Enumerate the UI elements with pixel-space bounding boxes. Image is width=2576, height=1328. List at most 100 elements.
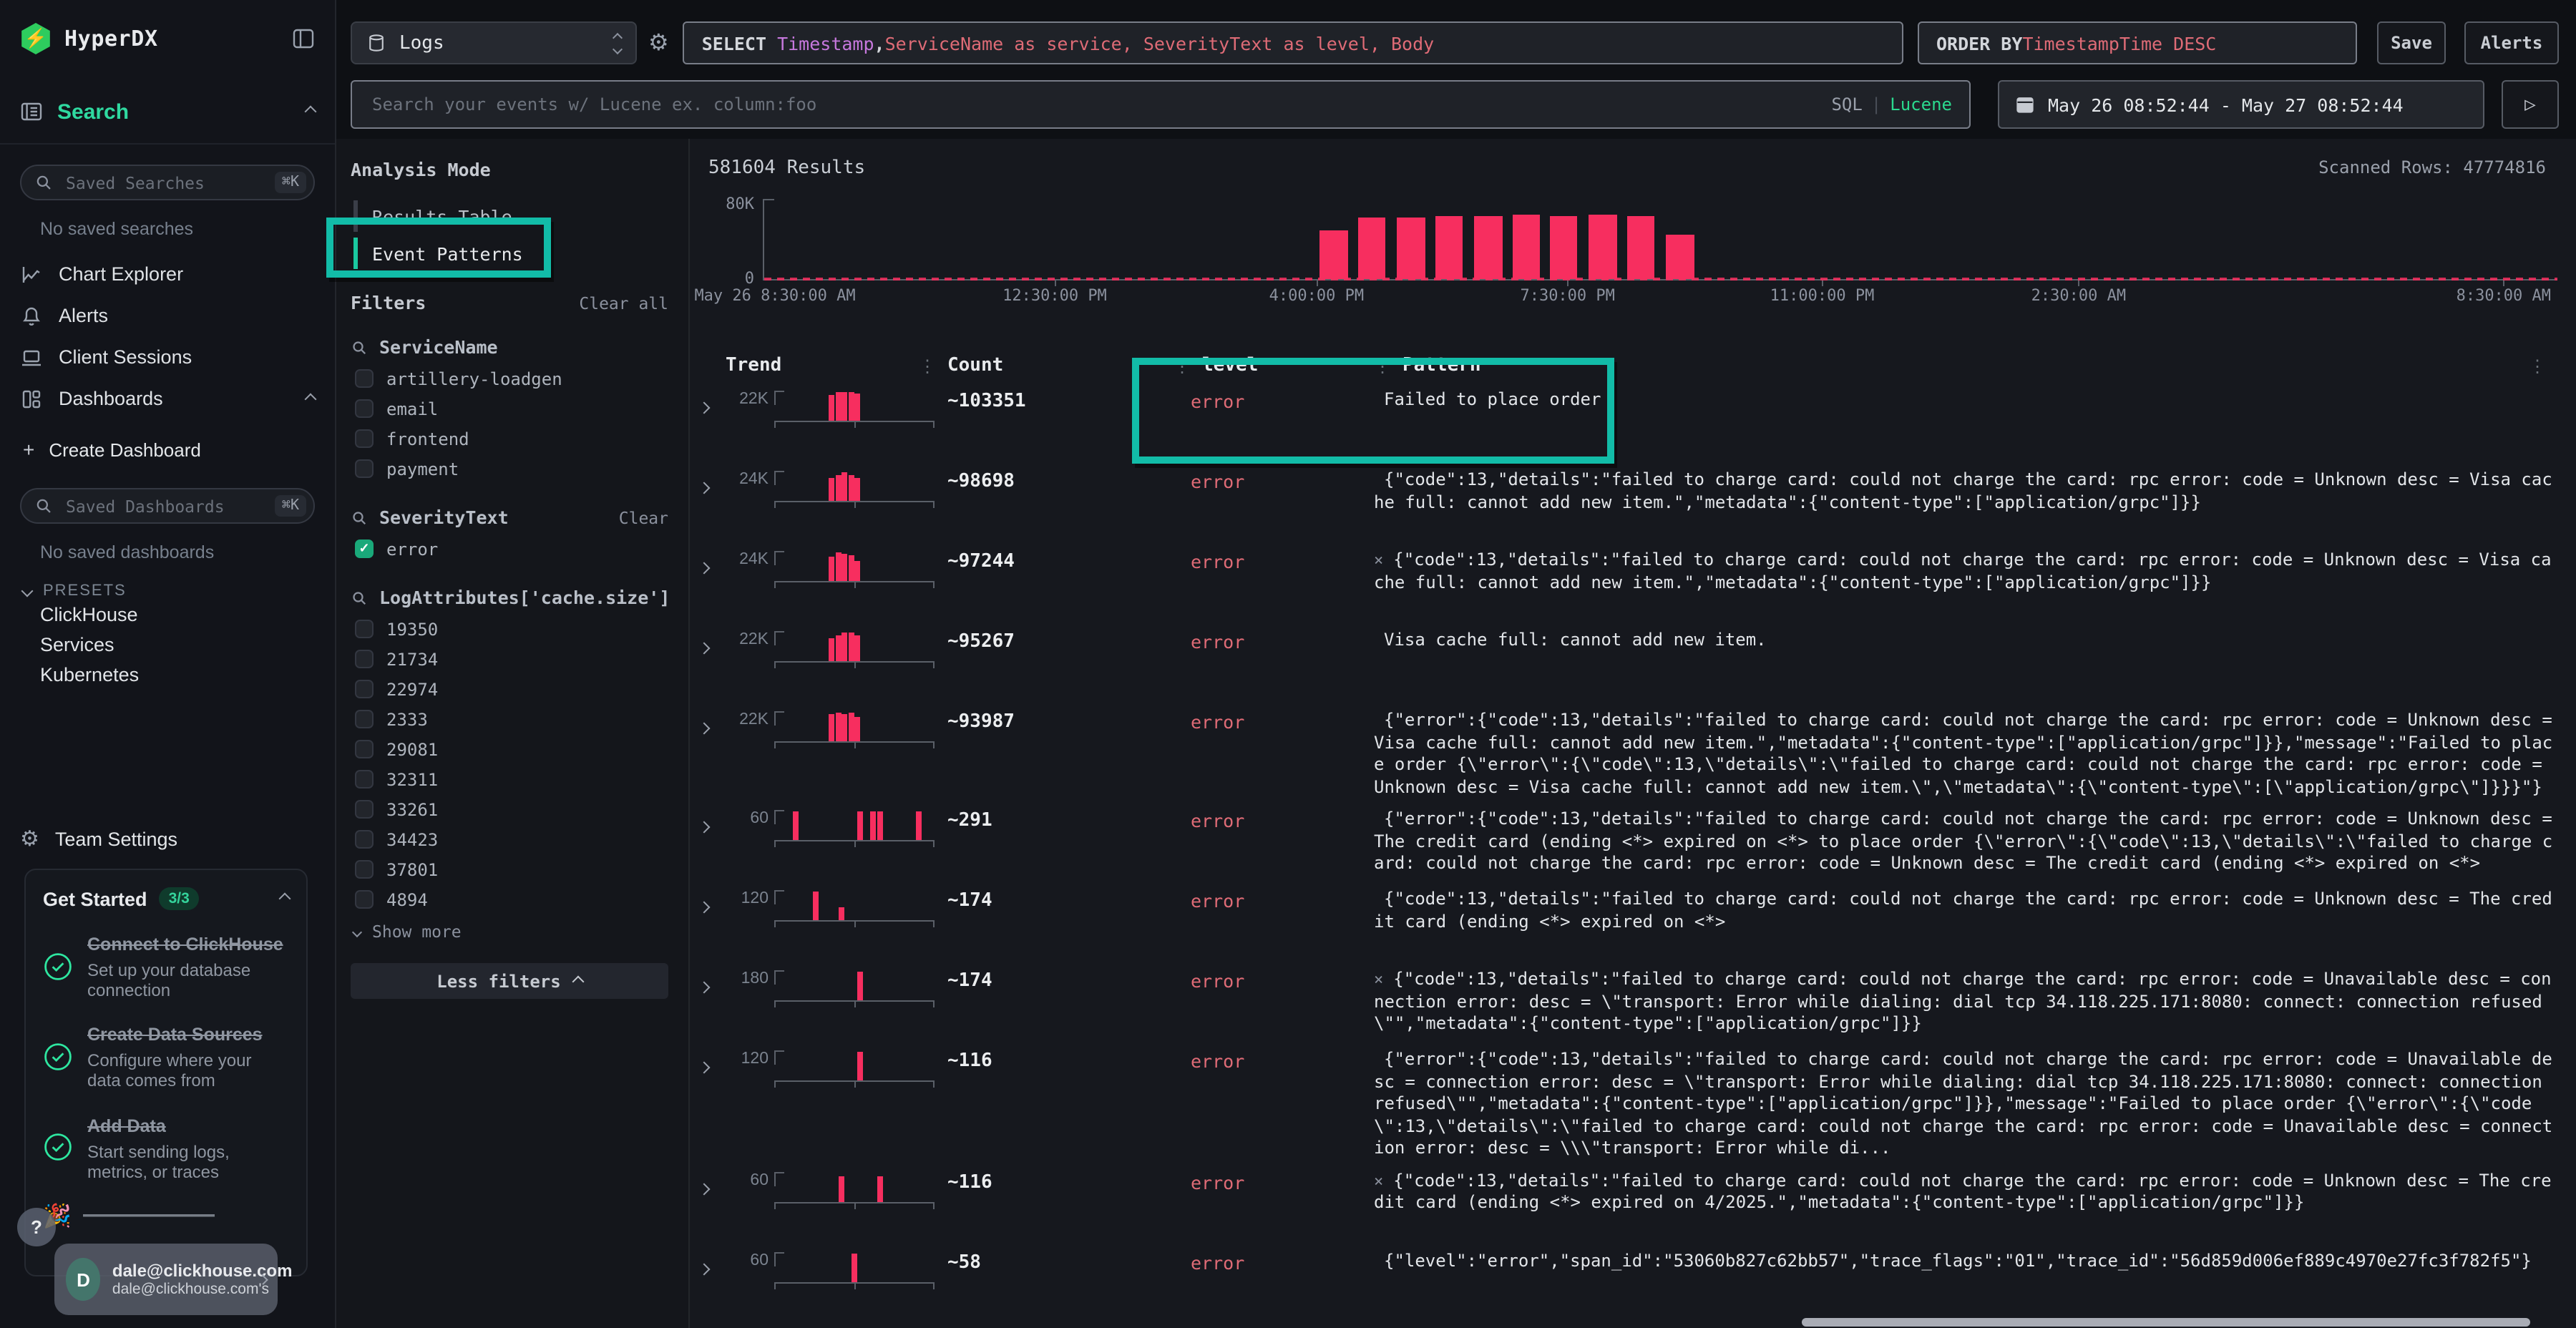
search-icon[interactable]	[351, 509, 368, 526]
filter-checkbox-item[interactable]: 22974	[351, 674, 668, 704]
pattern-row[interactable]: 60 ~291 error {"error":{"code":13,"detai…	[697, 807, 2557, 879]
col-level-header[interactable]: ⋮level	[1174, 355, 1374, 376]
expand-row-icon[interactable]	[700, 474, 726, 499]
save-button[interactable]: Save	[2377, 21, 2446, 64]
search-icon[interactable]	[351, 338, 368, 356]
chevron-up-icon[interactable]	[305, 393, 317, 405]
source-settings-gear-icon[interactable]: ⚙	[648, 29, 669, 57]
event-search-input[interactable]: SQL|Lucene	[351, 80, 1971, 129]
filter-checkbox-item[interactable]: 21734	[351, 644, 668, 674]
show-more-link[interactable]: Show more	[351, 917, 668, 946]
pattern-row[interactable]: 120 ~116 error {"error":{"code":13,"deta…	[697, 1048, 2557, 1160]
filter-checkbox-item[interactable]: payment	[351, 454, 668, 484]
expand-row-icon[interactable]	[700, 554, 726, 580]
filter-checkbox-item[interactable]: artillery-loadgen	[351, 363, 668, 394]
chevron-up-icon[interactable]	[305, 106, 317, 118]
checkbox[interactable]	[355, 399, 374, 418]
lucene-toggle[interactable]: Lucene	[1890, 94, 1952, 114]
expand-row-icon[interactable]	[700, 893, 726, 919]
preset-dashboard-link[interactable]: Services	[40, 630, 315, 660]
pattern-cell[interactable]: {"error":{"code":13,"details":"failed to…	[1374, 809, 2557, 875]
select-clause-input[interactable]: SELECT Timestamp, ServiceName as service…	[683, 21, 1903, 64]
pattern-cell[interactable]: ×{"code":13,"details":"failed to charge …	[1374, 969, 2557, 1035]
saved-searches-input[interactable]: ⌘K	[20, 165, 315, 200]
col-pattern-header[interactable]: ⋮Pattern⋮	[1374, 355, 2557, 376]
pattern-row[interactable]: 60 ~116 error ×{"code":13,"details":"fai…	[697, 1168, 2557, 1240]
expand-row-icon[interactable]	[700, 1053, 726, 1079]
pattern-cell[interactable]: {"level":"error","span_id":"53060b827c62…	[1374, 1250, 2557, 1272]
preset-dashboard-link[interactable]: ClickHouse	[40, 600, 315, 630]
pattern-cell[interactable]: Visa cache full: cannot add new item.	[1374, 630, 2557, 652]
analysis-mode-event-patterns[interactable]: Event Patterns	[353, 238, 668, 269]
pattern-cell[interactable]: {"error":{"code":13,"details":"failed to…	[1374, 1049, 2557, 1160]
drag-handle-icon[interactable]: ⋮	[919, 357, 936, 374]
col-trend-header[interactable]: Trend⋮	[726, 355, 947, 376]
filter-checkbox-item[interactable]: 33261	[351, 794, 668, 824]
pattern-row[interactable]: 120 ~174 error {"code":13,"details":"fai…	[697, 887, 2557, 959]
event-search-field[interactable]	[369, 93, 1817, 116]
filter-checkbox-item[interactable]: 32311	[351, 764, 668, 794]
expand-row-icon[interactable]	[700, 714, 726, 740]
saved-dashboards-field[interactable]	[63, 494, 275, 517]
source-select[interactable]: Logs	[351, 21, 637, 64]
create-dashboard-button[interactable]: + Create Dashboard	[20, 431, 315, 468]
sidebar-item-team-settings[interactable]: ⚙ Team Settings	[20, 823, 315, 854]
pattern-cell[interactable]: {"code":13,"details":"failed to charge c…	[1374, 469, 2557, 514]
horizontal-scrollbar-thumb[interactable]	[1802, 1318, 2530, 1327]
column-menu-icon[interactable]: ⋮	[2529, 357, 2546, 374]
filter-checkbox-item[interactable]: 2333	[351, 704, 668, 734]
sidebar-item-alerts[interactable]: Alerts	[20, 295, 315, 336]
saved-searches-field[interactable]	[63, 171, 275, 194]
saved-dashboards-input[interactable]: ⌘K	[20, 488, 315, 524]
get-started-item[interactable]: Connect to ClickHouse Set up your databa…	[43, 932, 289, 1001]
get-started-item[interactable]: Create Data Sources Configure where your…	[43, 1022, 289, 1092]
dismiss-icon[interactable]: ×	[1374, 1171, 1383, 1190]
search-icon[interactable]	[351, 589, 368, 606]
pattern-cell[interactable]: ×{"code":13,"details":"failed to charge …	[1374, 550, 2557, 594]
checkbox[interactable]	[355, 650, 374, 668]
checkbox[interactable]	[355, 800, 374, 819]
checkbox[interactable]	[355, 890, 374, 909]
language-toggle[interactable]: SQL|Lucene	[1831, 94, 1952, 114]
date-range-picker[interactable]: May 26 08:52:44 - May 27 08:52:44	[1998, 80, 2484, 129]
checkbox-checked[interactable]: ✓	[355, 540, 374, 558]
pattern-row[interactable]: 22K ~93987 error {"error":{"code":13,"de…	[697, 708, 2557, 799]
analysis-mode-results-table[interactable]: Results Table	[353, 200, 668, 232]
filter-checkbox-item[interactable]: 37801	[351, 854, 668, 884]
results-histogram-bars[interactable]: May 26 8:30:00 AM12:30:00 PM4:00:00 PM7:…	[763, 199, 2557, 280]
get-started-item[interactable]: Add Data Start sending logs, metrics, or…	[43, 1113, 289, 1182]
filter-checkbox-item-error[interactable]: ✓ error	[351, 534, 668, 564]
help-button[interactable]: ?	[17, 1208, 56, 1246]
pattern-row[interactable]: 180 ~174 error ×{"code":13,"details":"fa…	[697, 967, 2557, 1039]
checkbox[interactable]	[355, 459, 374, 478]
pattern-row[interactable]: 24K ~98698 error {"code":13,"details":"f…	[697, 468, 2557, 540]
checkbox[interactable]	[355, 680, 374, 698]
pattern-row[interactable]: 60 ~58 error {"level":"error","span_id":…	[697, 1249, 2557, 1320]
checkbox[interactable]	[355, 620, 374, 638]
checkbox[interactable]	[355, 369, 374, 388]
clear-all-link[interactable]: Clear all	[579, 293, 668, 313]
expand-row-icon[interactable]	[700, 813, 726, 839]
sidebar-collapse-icon[interactable]	[292, 27, 315, 50]
sidebar-item-dashboards[interactable]: Dashboards	[20, 378, 315, 419]
expand-row-icon[interactable]	[700, 634, 726, 660]
drag-handle-icon[interactable]: ⋮	[1374, 357, 1391, 374]
expand-row-icon[interactable]	[700, 1174, 726, 1200]
filter-checkbox-item[interactable]: frontend	[351, 424, 668, 454]
pattern-row[interactable]: 24K ~97244 error ×{"code":13,"details":"…	[697, 548, 2557, 620]
filter-checkbox-item[interactable]: 4894	[351, 884, 668, 914]
pattern-cell[interactable]: Failed to place order	[1374, 389, 2557, 411]
sql-toggle[interactable]: SQL	[1831, 94, 1862, 114]
pattern-cell[interactable]: {"code":13,"details":"failed to charge c…	[1374, 889, 2557, 933]
presets-toggle[interactable]: PRESETS	[23, 582, 315, 600]
chevron-up-icon[interactable]	[279, 893, 291, 905]
pattern-row[interactable]: 22K ~103351 error Failed to place order	[697, 388, 2557, 459]
pattern-cell[interactable]: ×{"code":13,"details":"failed to charge …	[1374, 1170, 2557, 1214]
col-count-header[interactable]: Count	[947, 355, 1174, 376]
pattern-cell[interactable]: {"error":{"code":13,"details":"failed to…	[1374, 710, 2557, 799]
filter-checkbox-item[interactable]: 29081	[351, 734, 668, 764]
checkbox[interactable]	[355, 710, 374, 728]
filter-checkbox-item[interactable]: email	[351, 394, 668, 424]
checkbox[interactable]	[355, 429, 374, 448]
checkbox[interactable]	[355, 860, 374, 879]
